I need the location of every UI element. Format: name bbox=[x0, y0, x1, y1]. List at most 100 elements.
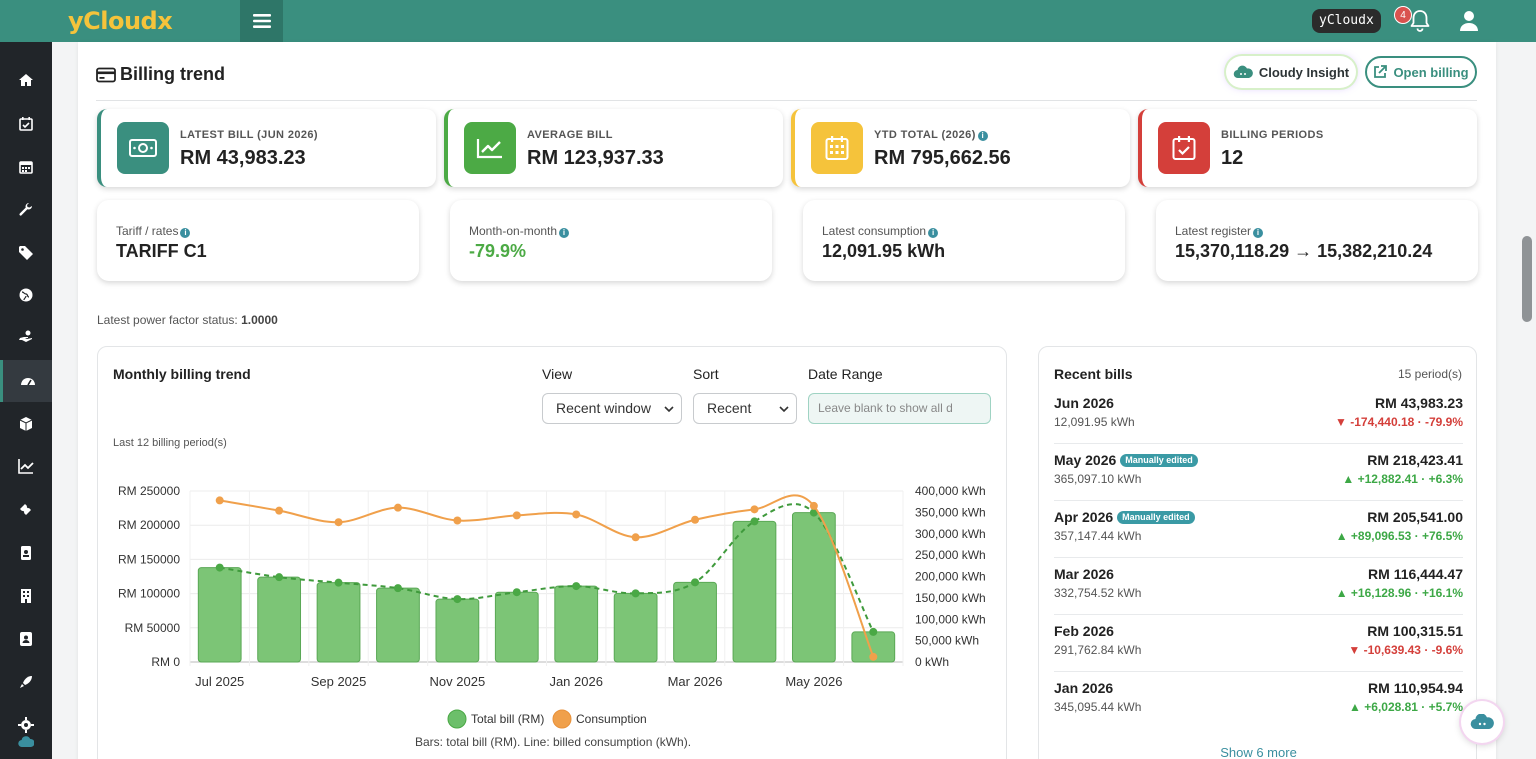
mini-stat-value: 12,091.95 kWh bbox=[822, 241, 946, 261]
manually-edited-badge: Manually edited bbox=[1117, 511, 1195, 524]
bill-row[interactable]: Apr 2026 Manually edited 357,147.44 kWh RM … bbox=[1054, 501, 1463, 558]
sidebar-item-calendar[interactable] bbox=[0, 146, 52, 188]
point-consumption bbox=[393, 503, 402, 512]
sidebar-item-chart-line[interactable] bbox=[0, 445, 52, 487]
show-more-link[interactable]: Show 6 more bbox=[1220, 745, 1297, 759]
y-left-tick-label: RM 250000 bbox=[118, 484, 180, 498]
date-range-input[interactable]: Leave blank to show all d bbox=[808, 393, 991, 424]
menu-toggle-button[interactable] bbox=[240, 0, 283, 42]
sidebar-item-id-badge[interactable] bbox=[0, 532, 52, 574]
sidebar-item-home[interactable] bbox=[0, 59, 52, 101]
bar-total-bill bbox=[613, 592, 658, 663]
bill-delta: ▲ +12,882.41 · +6.3% bbox=[1342, 472, 1463, 486]
sort-label: Sort bbox=[693, 366, 719, 382]
bill-delta: ▲ +6,028.81 · +5.7% bbox=[1349, 700, 1463, 714]
tag-icon bbox=[19, 246, 33, 260]
sidebar-item-gear[interactable] bbox=[0, 704, 52, 746]
trend-up-icon bbox=[464, 122, 516, 174]
bill-amount: RM 110,954.94 bbox=[1368, 680, 1463, 696]
bill-row[interactable]: Feb 2026 291,762.84 kWh RM 100,315.51 ▼ -10… bbox=[1054, 615, 1463, 672]
rocket-icon bbox=[20, 676, 32, 688]
stat-latest-bill: LATEST BILL (JUN 2026) RM 43,983.23 bbox=[97, 109, 436, 187]
point-consumption bbox=[691, 515, 700, 524]
y-right-tick-label: 400,000 kWh bbox=[915, 484, 986, 498]
stat-label: LATEST BILL (JUN 2026) bbox=[180, 129, 318, 141]
dashboard-gauge-icon bbox=[20, 378, 35, 386]
user-icon[interactable] bbox=[1458, 9, 1480, 33]
chart-panel-title: Monthly billing trend bbox=[113, 366, 251, 382]
point-total-bill bbox=[215, 563, 224, 572]
stat-value: RM 123,937.33 bbox=[527, 147, 664, 169]
point-total-bill bbox=[512, 588, 521, 597]
bill-row[interactable]: Jan 2026 345,095.44 kWh RM 110,954.94 ▲ +6,… bbox=[1054, 672, 1463, 729]
calendar-icon bbox=[19, 161, 33, 174]
point-consumption bbox=[869, 652, 878, 661]
info-icon[interactable]: i bbox=[1253, 228, 1264, 238]
bill-delta: ▲ +16,128.96 · +16.1% bbox=[1335, 586, 1463, 600]
open-billing-button[interactable]: Open billing bbox=[1365, 56, 1477, 88]
point-consumption bbox=[809, 501, 818, 510]
bill-period-text: May 2026 bbox=[1054, 452, 1117, 468]
y-right-tick-label: 350,000 kWh bbox=[915, 505, 986, 519]
date-range-label: Date Range bbox=[808, 366, 883, 382]
sort-select[interactable]: Recent bbox=[693, 393, 797, 424]
mini-stat-value: -79.9% bbox=[469, 241, 527, 261]
bar-total-bill bbox=[197, 567, 242, 663]
point-consumption bbox=[453, 516, 462, 525]
calendar-check-icon bbox=[1158, 122, 1210, 174]
bill-amount: RM 116,444.47 bbox=[1368, 566, 1463, 582]
bill-period: Mar 2026 bbox=[1054, 566, 1114, 582]
view-select[interactable]: Recent window bbox=[542, 393, 682, 424]
external-link-icon bbox=[1374, 65, 1388, 78]
y-left-tick-label: RM 100000 bbox=[118, 587, 180, 601]
sidebar-cloud-logo bbox=[0, 732, 52, 752]
mini-stat-label: Tariff / rates i bbox=[116, 224, 191, 238]
scrollbar[interactable] bbox=[1522, 236, 1532, 322]
sidebar-item-calendar-check[interactable] bbox=[0, 103, 52, 145]
bill-kwh: 345,095.44 kWh bbox=[1054, 700, 1142, 714]
info-icon[interactable]: i bbox=[559, 228, 570, 238]
bill-period: Apr 2026 Manually edited bbox=[1054, 509, 1195, 525]
sidebar-item-dashboard-gauge[interactable] bbox=[0, 360, 52, 402]
bar-total-bill bbox=[732, 520, 777, 663]
cloud-icon bbox=[1233, 65, 1253, 79]
sidebar-item-box[interactable] bbox=[0, 403, 52, 445]
power-factor-value: 1.0000 bbox=[241, 313, 278, 327]
bill-row[interactable]: May 2026 Manually edited 365,097.10 kWh RM … bbox=[1054, 444, 1463, 501]
manually-edited-badge: Manually edited bbox=[1120, 454, 1198, 467]
point-consumption bbox=[512, 511, 521, 520]
cloudy-assistant-button[interactable] bbox=[1461, 701, 1503, 743]
x-tick-label: May 2026 bbox=[785, 674, 842, 689]
sidebar-item-wrench[interactable] bbox=[0, 189, 52, 231]
billing-trend-card: Billing trend Cloudy Insight Open billin… bbox=[78, 42, 1496, 759]
cloudy-insight-button[interactable]: Cloudy Insight bbox=[1226, 56, 1356, 88]
bill-amount: RM 205,541.00 bbox=[1367, 509, 1463, 525]
sidebar-item-globe[interactable] bbox=[0, 274, 52, 316]
notification-badge: 4 bbox=[1394, 6, 1412, 24]
bill-row[interactable]: Jun 2026 12,091.95 kWh RM 43,983.23 ▼ -174,… bbox=[1054, 387, 1463, 444]
info-icon[interactable]: i bbox=[977, 131, 988, 141]
sidebar bbox=[0, 42, 52, 759]
sidebar-item-address-book[interactable] bbox=[0, 618, 52, 660]
sidebar-item-building[interactable] bbox=[0, 575, 52, 617]
info-icon[interactable]: i bbox=[928, 228, 939, 238]
point-total-bill bbox=[631, 589, 640, 598]
mini-stat-month-on-month: Month-on-month i -79.9% bbox=[450, 200, 772, 281]
sidebar-item-hand-holding[interactable] bbox=[0, 316, 52, 358]
bar-total-bill bbox=[673, 581, 717, 663]
bill-delta: ▲ +89,096.53 · +76.5% bbox=[1335, 529, 1463, 543]
info-icon[interactable]: i bbox=[180, 228, 191, 238]
brand-logo[interactable]: yCloudx bbox=[68, 7, 173, 35]
bill-row[interactable]: Mar 2026 332,754.52 kWh RM 116,444.47 ▲ +16… bbox=[1054, 558, 1463, 615]
bell-icon[interactable] bbox=[1407, 8, 1433, 34]
id-badge-icon bbox=[21, 546, 31, 560]
chevron-down-icon bbox=[664, 406, 674, 413]
sidebar-item-rocket[interactable] bbox=[0, 661, 52, 703]
point-consumption bbox=[334, 518, 343, 527]
user-chip[interactable]: yCloudx bbox=[1312, 9, 1381, 33]
point-total-bill bbox=[691, 578, 700, 587]
stat-value: RM 795,662.56 bbox=[874, 147, 1011, 169]
sidebar-item-ticket[interactable] bbox=[0, 489, 52, 531]
point-consumption bbox=[750, 505, 759, 514]
sidebar-item-tag[interactable] bbox=[0, 232, 52, 274]
